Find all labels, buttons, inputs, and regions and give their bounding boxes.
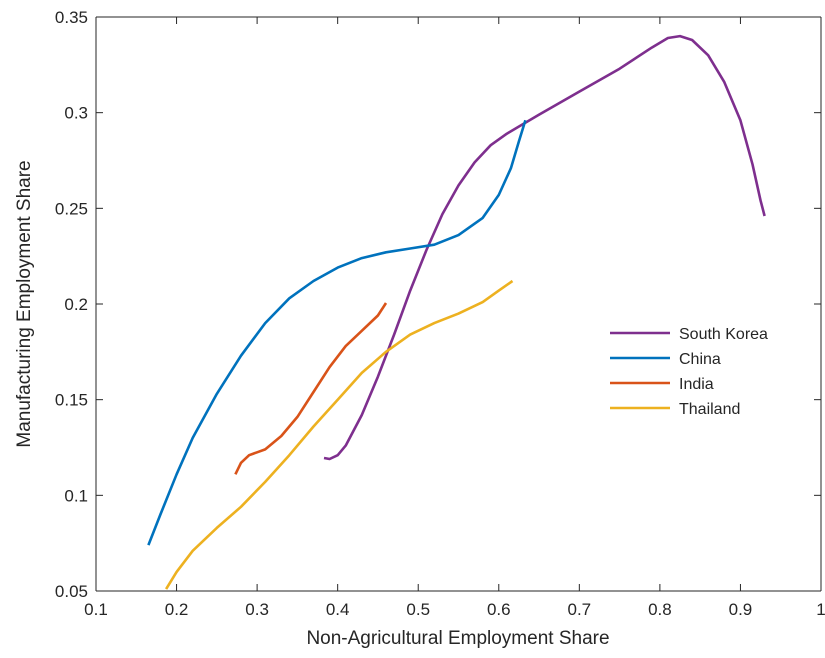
series-line-china [147,119,527,546]
x-tick-label: 0.9 [729,600,753,619]
legend-label: China [679,351,721,368]
x-tick-label: 0.2 [165,600,189,619]
legend-box [600,318,796,431]
y-tick-label: 0.25 [55,199,88,218]
series-line-india [234,302,388,475]
x-tick-label: 0.6 [487,600,511,619]
x-tick-label: 0.1 [84,600,108,619]
series-line-south-korea [323,34,766,461]
x-tick-label: 0.5 [406,600,430,619]
y-axis-ticks: 0.05 0.1 0.15 0.2 0.25 0.3 0.35 [55,8,821,601]
y-tick-label: 0.1 [64,486,88,505]
y-tick-label: 0.2 [64,295,88,314]
y-tick-label: 0.15 [55,391,88,410]
legend: South Korea China India Thailand [600,318,796,431]
series-line-thailand [164,279,514,590]
x-tick-label: 0.7 [568,600,592,619]
y-tick-label: 0.3 [64,104,88,123]
x-axis-title: Non-Agricultural Employment Share [306,628,609,649]
plot-area [96,17,821,591]
y-axis-title: Manufacturing Employment Share [14,160,35,447]
y-tick-label: 0.35 [55,8,88,27]
legend-label: Thailand [679,401,740,418]
x-tick-label: 0.8 [648,600,672,619]
y-tick-label: 0.05 [55,582,88,601]
x-tick-label: 1 [816,600,825,619]
legend-label: South Korea [679,326,768,343]
x-axis-ticks: 0.1 0.2 0.3 0.4 0.5 0.6 0.7 0.8 0.9 1 [84,17,825,619]
x-tick-label: 0.3 [245,600,269,619]
legend-label: India [679,376,714,393]
x-tick-label: 0.4 [326,600,350,619]
series-lines [147,34,766,590]
